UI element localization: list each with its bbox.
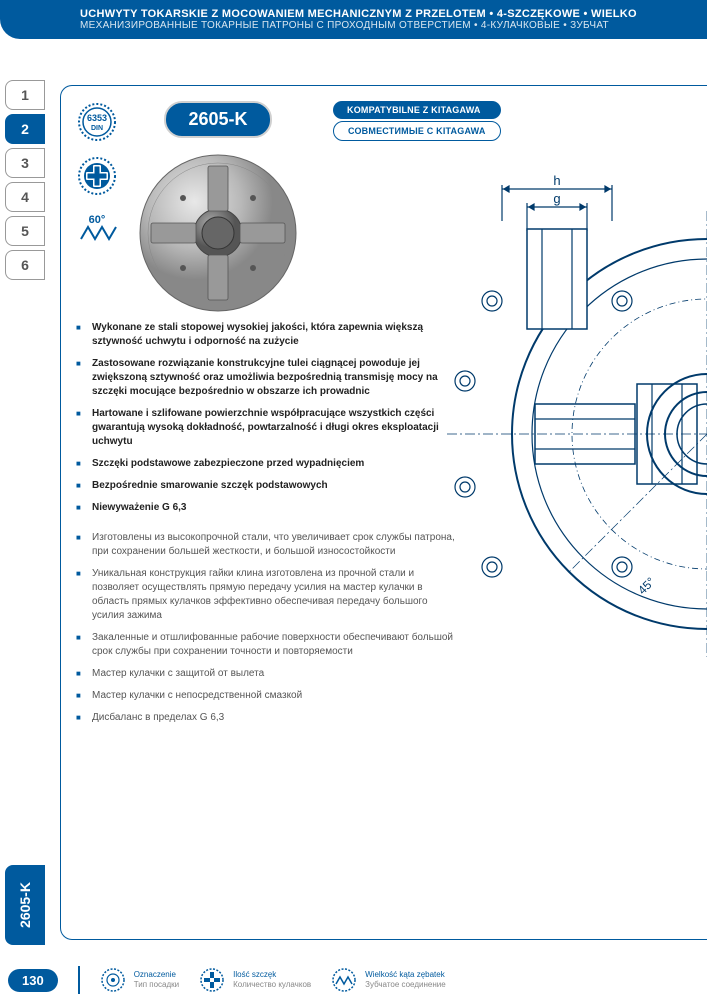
side-product-label-text: 2605-K	[17, 882, 33, 928]
cross-badge-icon	[76, 155, 118, 197]
product-image	[133, 148, 303, 318]
footer-text-3: Wielkość kąta zębatek Зубчатое соединени…	[365, 970, 446, 989]
side-tabs: 1 2 3 4 5 6	[5, 80, 45, 284]
footer-icon-angle	[331, 967, 357, 993]
product-code-badge: 2605-K	[164, 101, 271, 138]
footer-separator	[78, 966, 80, 994]
footer-text-2: Ilość szczęk Количество кулачков	[233, 970, 311, 989]
side-tab-4[interactable]: 4	[5, 182, 45, 212]
compat-badge-primary: KOMPATYBILNE Z KITAGAWA	[333, 101, 501, 119]
svg-text:h: h	[553, 173, 560, 188]
header-title: UCHWYTY TOKARSKIE Z MOCOWANIEM MECHANICZ…	[80, 8, 695, 20]
footer-item-3: Wielkość kąta zębatek Зубчатое соединени…	[331, 967, 446, 993]
compat-badge-secondary: СОВМЕСТИМЫЕ С KITAGAWA	[333, 121, 501, 141]
page-header: UCHWYTY TOKARSKIE Z MOCOWANIEM MECHANICZ…	[0, 0, 707, 39]
footer-item-1: Oznaczenie Тип посадки	[100, 967, 179, 993]
svg-text:DIN: DIN	[91, 125, 103, 132]
angle-badge-icon: 60°	[76, 209, 118, 251]
side-tab-6[interactable]: 6	[5, 250, 45, 280]
footer-text-1: Oznaczenie Тип посадки	[134, 970, 179, 989]
icon-column: 6353 DIN 60°	[76, 101, 118, 251]
side-tab-5[interactable]: 5	[5, 216, 45, 246]
footer: 130 Oznaczenie Тип посадки Ilość szczęk …	[0, 960, 707, 1000]
side-tab-2[interactable]: 2	[5, 114, 45, 144]
footer-item-2: Ilość szczęk Количество кулачков	[199, 967, 311, 993]
din-badge-icon: 6353 DIN	[76, 101, 118, 143]
side-product-label: 2605-K	[5, 865, 45, 945]
footer-icon-mounting	[100, 967, 126, 993]
side-tab-1[interactable]: 1	[5, 80, 45, 110]
header-subtitle: МЕХАНИЗИРОВАННЫЕ ТОКАРНЫЕ ПАТРОНЫ С ПРОХ…	[80, 20, 695, 31]
compatibility-column: KOMPATYBILNE Z KITAGAWA СОВМЕСТИМЫЕ С KI…	[333, 101, 501, 141]
content-row: Wykonane ze stali stopowej wysokiej jako…	[76, 311, 707, 791]
svg-text:45°: 45°	[635, 574, 658, 597]
page-number: 130	[8, 969, 58, 992]
side-tab-3[interactable]: 3	[5, 148, 45, 178]
product-column: 2605-K	[133, 101, 303, 318]
svg-text:g: g	[553, 191, 560, 206]
svg-text:6353: 6353	[87, 113, 107, 123]
svg-text:60°: 60°	[89, 214, 106, 226]
main-panel: 6353 DIN 60°	[60, 85, 707, 940]
footer-icon-jaws	[199, 967, 225, 993]
technical-drawing: h g	[386, 311, 707, 791]
